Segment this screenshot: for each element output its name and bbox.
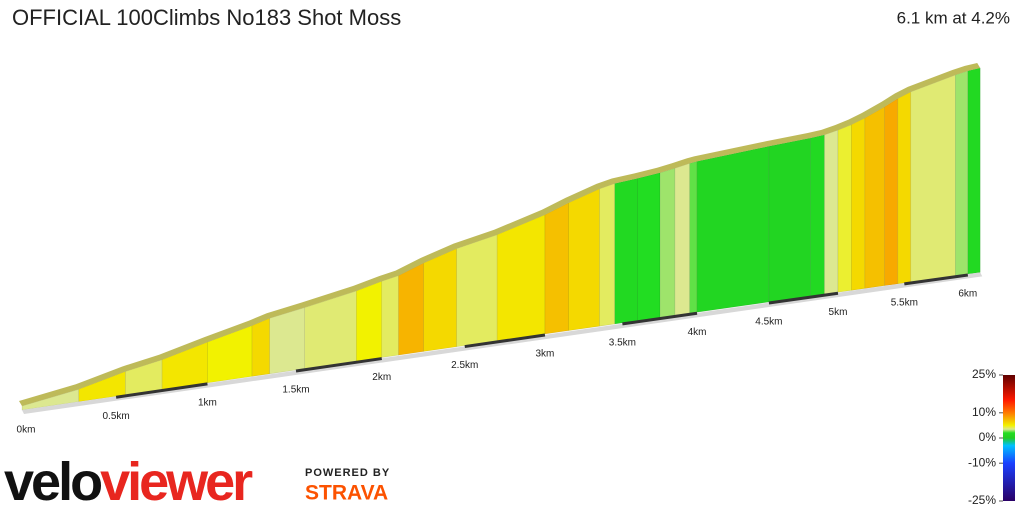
x-tick-label: 1km: [198, 398, 217, 409]
gradient-segment: [864, 106, 886, 289]
gradient-segment: [568, 188, 600, 331]
gradient-segment: [837, 124, 852, 293]
x-tick-label: 0.5km: [102, 411, 129, 422]
gradient-segment: [696, 145, 770, 313]
gradient-segment: [674, 162, 691, 316]
gradient-segment: [637, 172, 661, 322]
powered-by: POWERED BY: [305, 467, 390, 479]
strava: STRAVA: [305, 482, 388, 505]
colorbar-tick-label: 10%: [972, 405, 996, 419]
gradient-segment: [456, 234, 498, 348]
x-tick-label: 2km: [372, 372, 391, 383]
gradient-segment: [659, 167, 676, 318]
gradient-segment: [910, 74, 956, 283]
x-tick-label: 5km: [829, 307, 848, 318]
gradient-segment: [599, 183, 616, 327]
scale-bar: [115, 382, 208, 399]
gradient-segment: [381, 275, 399, 358]
gradient-segment: [544, 202, 569, 335]
x-tick-label: 4.5km: [755, 317, 782, 328]
gradient-segment: [810, 134, 825, 297]
logo-velo: velo: [4, 452, 101, 512]
gradient-segment: [614, 178, 638, 325]
scale-bar: [622, 311, 698, 326]
scale-bar: [768, 291, 839, 305]
gradient-segment: [251, 317, 271, 377]
x-tick-label: 2.5km: [451, 360, 478, 371]
x-tick-label: 5.5km: [891, 298, 918, 309]
colorbar-tick-label: 0%: [979, 430, 997, 444]
gradient-segment: [967, 67, 981, 275]
top-surface: [19, 62, 981, 406]
x-tick-label: 4km: [688, 327, 707, 338]
gradient-segment: [884, 97, 899, 287]
gradient-segment: [897, 91, 912, 285]
x-tick-label: 1.5km: [282, 385, 309, 396]
chart-title: OFFICIAL 100Climbs No183 Shot Moss: [12, 5, 401, 30]
logo: veloviewer: [4, 452, 253, 512]
gradient-segment: [824, 129, 839, 295]
scale-bar: [295, 357, 382, 373]
x-tick-label: 6km: [958, 289, 977, 300]
gradient-segment: [689, 160, 698, 314]
logo-viewer: viewer: [100, 452, 253, 512]
gradient-segment: [398, 262, 424, 356]
x-tick-label: 0km: [17, 425, 36, 436]
gradient-segment: [423, 248, 457, 352]
colorbar-tick-label: -25%: [968, 493, 996, 507]
subtitle: 6.1 km at 4.2%: [897, 8, 1010, 27]
gradient-segment: [851, 117, 866, 291]
gradient-segment: [955, 70, 969, 277]
colorbar-tick-label: 25%: [972, 367, 996, 381]
scale-bar: [464, 333, 546, 349]
gradient-segment: [269, 307, 305, 375]
colorbar: [1003, 375, 1015, 501]
x-tick-label: 3km: [536, 349, 555, 360]
gradient-segment: [496, 214, 546, 342]
base-slab: [22, 272, 983, 414]
colorbar-tick-label: -10%: [968, 455, 996, 469]
gradient-segment: [768, 137, 811, 303]
gradient-segment: [356, 280, 383, 362]
scale-bar: [904, 273, 969, 286]
x-tick-label: 3.5km: [609, 338, 636, 349]
